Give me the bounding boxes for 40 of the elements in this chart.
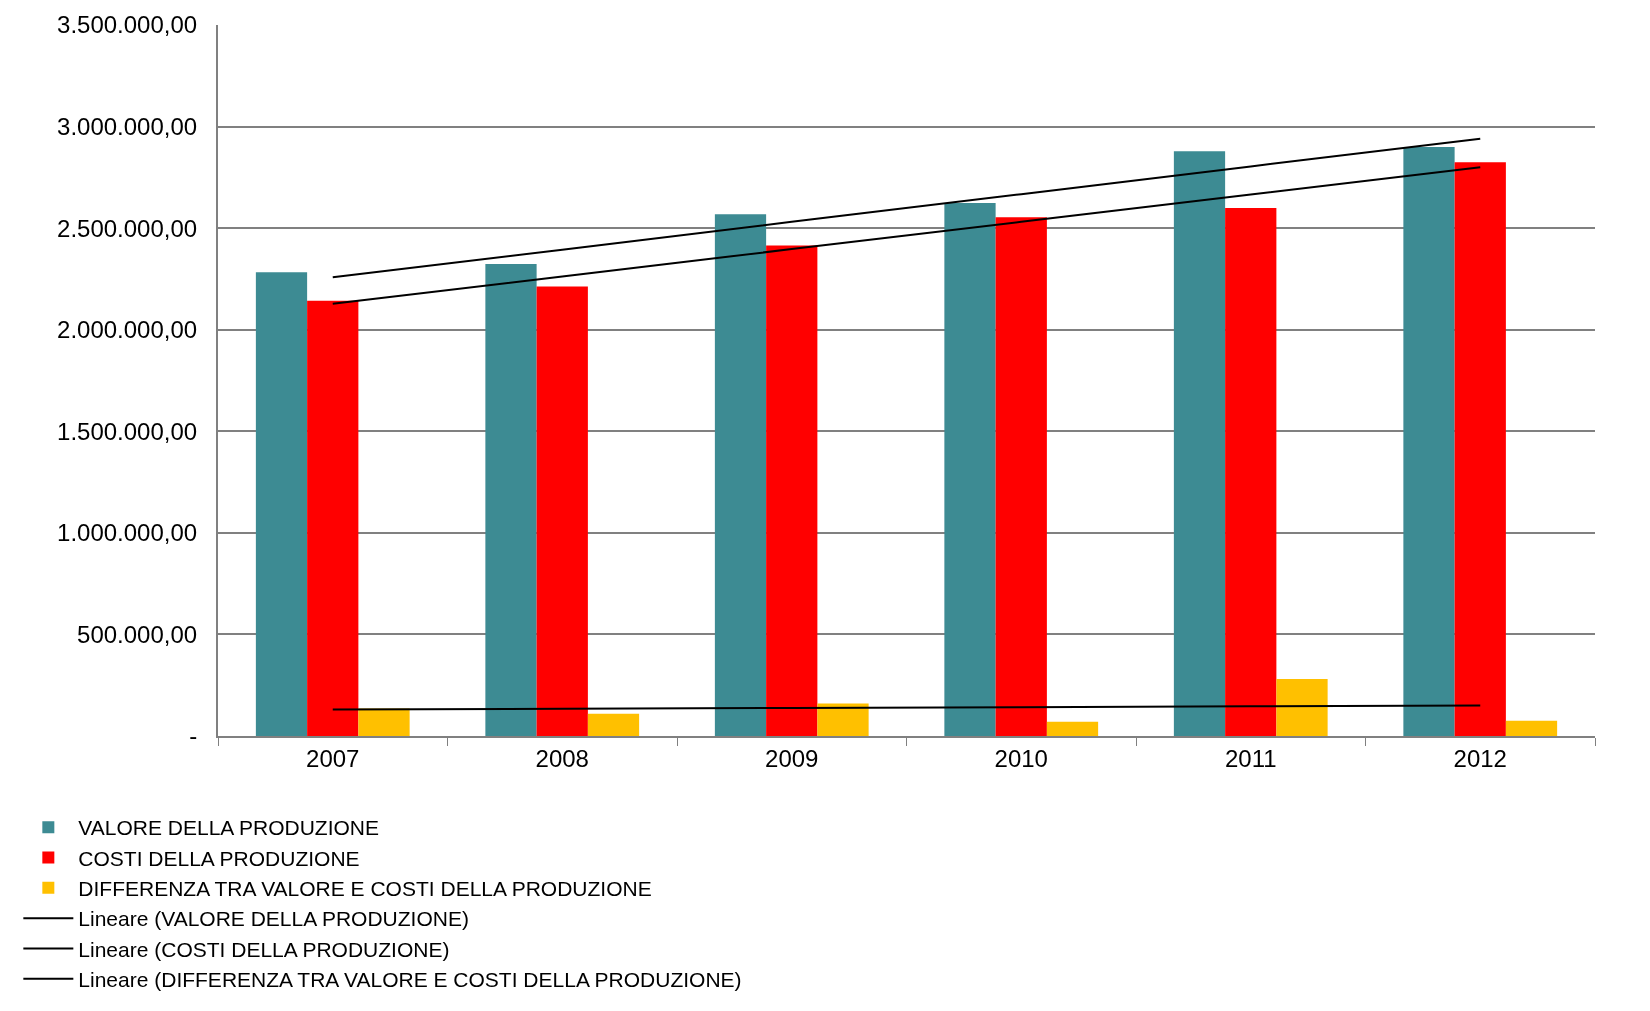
x-tick-label: 2010 — [994, 744, 1048, 772]
y-tick-label: 3.000.000,00 — [57, 112, 198, 140]
bar — [1454, 162, 1506, 736]
y-tick-label: 2.000.000,00 — [57, 316, 198, 344]
bar — [714, 214, 767, 736]
y-tick-label: 500.000,00 — [77, 620, 198, 648]
legend-label: Lineare (DIFFERENZA TRA VALORE E COSTI DELLA PRODUZIONE) — [78, 967, 742, 991]
bar — [1173, 151, 1226, 736]
line-series — [331, 137, 1482, 279]
bar — [1505, 720, 1558, 736]
bar — [1046, 721, 1099, 736]
legend-label: Lineare (COSTI DELLA PRODUZIONE) — [78, 937, 450, 961]
x-tick-label: 2009 — [765, 744, 819, 772]
bar — [255, 272, 308, 736]
bar — [536, 286, 588, 736]
bar — [995, 217, 1047, 736]
x-tick-label: 2008 — [535, 744, 589, 772]
legend-label: DIFFERENZA TRA VALORE E COSTI DELLA PRODUZIONE — [78, 877, 652, 901]
bar — [307, 300, 359, 736]
line-series — [331, 166, 1482, 305]
bar — [587, 713, 640, 736]
legend-label: Lineare (VALORE DELLA PRODUZIONE) — [78, 907, 469, 931]
y-tick-label: 2.500.000,00 — [57, 214, 198, 242]
legend-label: VALORE DELLA PRODUZIONE — [78, 816, 380, 840]
y-tick-label: 1.500.000,00 — [57, 417, 198, 445]
bar — [358, 708, 410, 736]
x-tick-label: 2012 — [1453, 744, 1507, 772]
y-tick-label: - — [189, 722, 198, 750]
bar — [944, 202, 996, 736]
bar — [485, 264, 537, 736]
y-tick-label: 3.500.000,00 — [57, 11, 198, 39]
legend-label: COSTI DELLA PRODUZIONE — [78, 846, 360, 870]
bar — [1225, 208, 1277, 736]
x-tick-label: 2011 — [1224, 744, 1277, 772]
x-tick-label: 2007 — [306, 744, 360, 772]
bar — [817, 703, 869, 736]
bar — [1403, 147, 1455, 736]
y-tick-label: 1.000.000,00 — [57, 519, 198, 547]
bar — [766, 245, 818, 736]
bar — [1276, 679, 1328, 736]
